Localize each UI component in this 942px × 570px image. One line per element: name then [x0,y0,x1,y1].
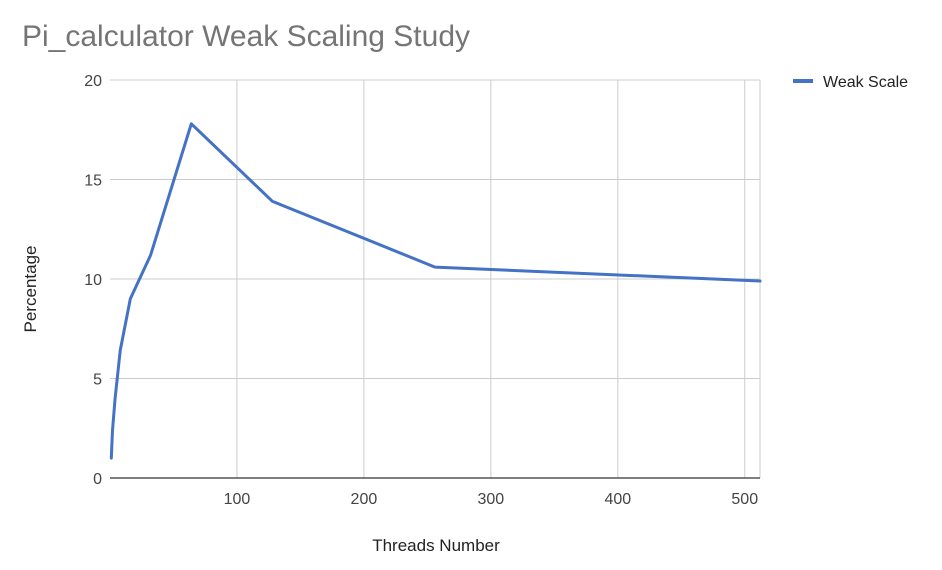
y-tick-label: 5 [93,372,102,389]
y-axis-title: Percentage [21,246,40,333]
legend-label: Weak Scale [823,74,908,91]
x-tick-label: 200 [351,491,378,508]
y-tick-label: 0 [93,471,102,488]
x-tick-label: 100 [224,491,251,508]
series-lines [109,122,762,460]
series-line-0 [109,122,762,460]
chart-title: Pi_calculator Weak Scaling Study [22,20,470,53]
x-tick-label: 500 [731,491,758,508]
y-tick-label: 20 [84,73,102,90]
x-tick-label: 300 [478,491,505,508]
legend: Weak Scale [793,74,908,91]
y-tick-label: 15 [84,173,102,190]
tick-labels: 0 5 10 15 20 100 200 300 400 500 [84,73,758,508]
y-tick-label: 10 [84,272,102,289]
x-tick-label: 400 [604,491,631,508]
x-axis-title: Threads Number [372,536,500,555]
